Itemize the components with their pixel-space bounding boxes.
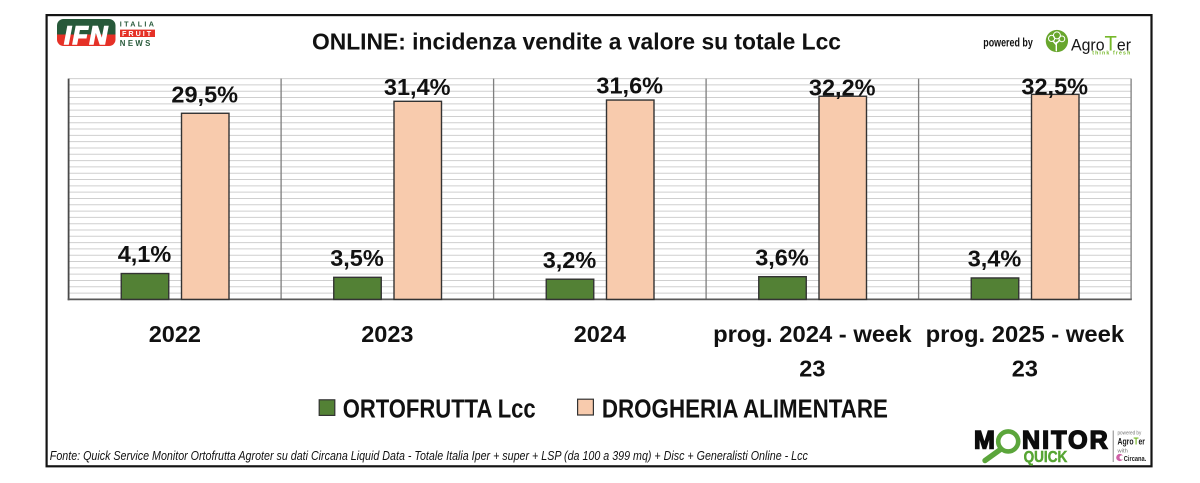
svg-text:IFN: IFN [64,22,109,50]
svg-text:with: with [1117,448,1128,454]
svg-text:3,5%: 3,5% [330,245,384,271]
svg-text:AgroTer: AgroTer [1118,435,1146,447]
svg-text:prog. 2024 - week: prog. 2024 - week [713,321,912,347]
svg-text:29,5%: 29,5% [171,82,238,108]
svg-text:3,4%: 3,4% [968,246,1022,272]
svg-text:3,6%: 3,6% [755,244,809,270]
svg-text:think fresh: think fresh [1092,50,1131,56]
svg-text:prog. 2025 - week: prog. 2025 - week [926,321,1125,347]
svg-text:QUICK: QUICK [1024,449,1068,466]
svg-text:31,6%: 31,6% [596,73,663,99]
svg-text:2022: 2022 [149,321,201,347]
svg-text:powered by: powered by [983,38,1033,50]
svg-text:23: 23 [1012,356,1038,382]
svg-text:Circana.: Circana. [1124,454,1147,463]
svg-text:3,2%: 3,2% [543,247,597,273]
svg-text:ONLINE: incidenza vendite a va: ONLINE: incidenza vendite a valore su to… [312,29,841,55]
svg-text:NITOR: NITOR [1022,426,1110,454]
svg-text:4,1%: 4,1% [118,241,172,267]
svg-text:M: M [974,426,995,454]
svg-text:powered by: powered by [1118,430,1142,436]
svg-text:32,2%: 32,2% [809,75,876,101]
svg-text:AgroTer: AgroTer [1071,32,1131,55]
svg-text:31,4%: 31,4% [384,74,451,100]
svg-text:DROGHERIA ALIMENTARE: DROGHERIA ALIMENTARE [602,395,888,423]
svg-text:32,5%: 32,5% [1021,74,1088,100]
svg-text:NEWS: NEWS [120,39,153,48]
svg-text:ORTOFRUTTA Lcc: ORTOFRUTTA Lcc [343,395,536,423]
svg-text:2024: 2024 [574,321,626,347]
svg-text:2023: 2023 [361,321,413,347]
svg-text:Fonte: Quick Service Monitor O: Fonte: Quick Service Monitor Ortofrutta … [50,448,808,463]
svg-text:23: 23 [799,356,825,382]
svg-text:ITALIA: ITALIA [120,19,156,28]
svg-text:FRUIT: FRUIT [122,29,153,38]
